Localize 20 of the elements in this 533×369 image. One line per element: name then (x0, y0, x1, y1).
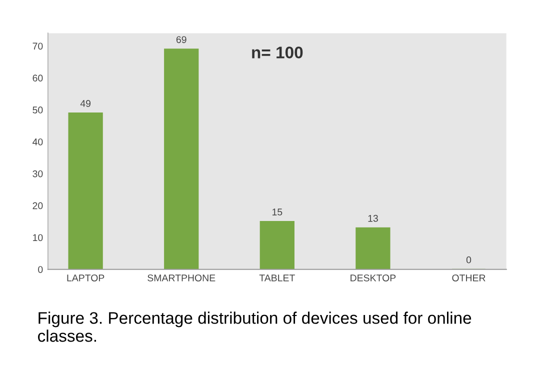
x-tick-label: OTHER (452, 274, 486, 282)
x-tick-label: LAPTOP (67, 274, 104, 282)
data-label: 0 (466, 256, 472, 264)
y-tick-label: 70 (32, 42, 43, 50)
x-tick-label: TABLET (259, 274, 295, 282)
caption: Figure 3. Percentage distribution of devices used for online classes. (38, 312, 472, 342)
y-tick-label: 0 (38, 266, 43, 273)
x-tick-label: DESKTOP (350, 274, 396, 282)
data-label: 69 (176, 36, 186, 44)
x-tick-label: SMARTPHONE (148, 274, 216, 282)
y-tick-label: 20 (32, 202, 43, 210)
y-tick-label: 50 (32, 106, 43, 114)
data-label: 13 (368, 214, 378, 222)
y-tick-label: 30 (32, 170, 43, 178)
data-label: 49 (80, 100, 91, 107)
data-label: 15 (272, 208, 282, 216)
y-tick-label: 60 (32, 74, 43, 82)
y-tick-label: 40 (32, 138, 43, 146)
y-tick-label: 10 (33, 234, 43, 242)
text: n= 100 (252, 46, 303, 58)
